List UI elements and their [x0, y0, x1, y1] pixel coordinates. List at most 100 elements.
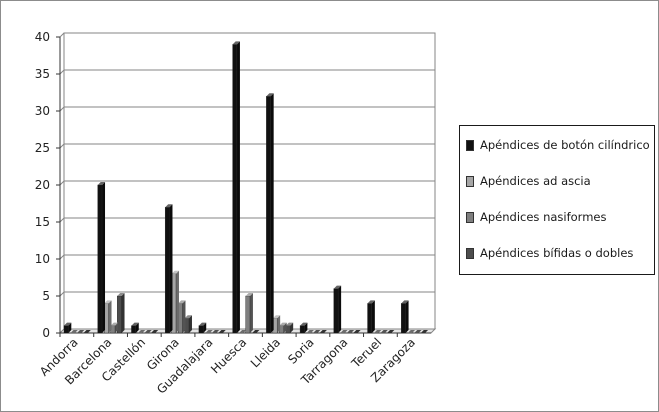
bar-flat: [374, 330, 382, 333]
legend-label: Apéndices ad ascia: [480, 174, 591, 188]
bar-flat: [340, 330, 348, 333]
bar-top: [198, 322, 207, 326]
bar-top: [285, 322, 294, 326]
bar-top: [97, 182, 106, 185]
bar-top: [110, 322, 119, 326]
y-tick-label: 40: [35, 30, 50, 44]
bar-top: [300, 322, 308, 326]
bar-side: [283, 322, 287, 333]
bar: [299, 325, 305, 334]
legend-swatch: [466, 247, 474, 259]
bar-top: [104, 300, 112, 304]
bar: [198, 325, 204, 334]
y-tick-label: 0: [42, 326, 50, 340]
bar: [401, 303, 406, 334]
bar-flat: [407, 330, 416, 333]
bar: [232, 44, 238, 334]
x-tick-label: Lleida: [248, 335, 283, 370]
bar-top: [171, 270, 179, 274]
bar-side: [188, 315, 192, 333]
bar-flat: [218, 330, 226, 333]
legend-item-bifidas-dobles: Apéndices bífidas o dobles: [466, 246, 633, 260]
x-tick-label: Soria: [285, 335, 317, 367]
legend: Apéndices de botón cilíndrico Apéndices …: [459, 125, 655, 275]
legend-item-ad-ascia: Apéndices ad ascia: [466, 174, 591, 188]
gridline-side: [59, 32, 65, 38]
bar-side: [175, 270, 179, 333]
bar-top: [178, 300, 186, 304]
legend-swatch: [466, 139, 474, 151]
bar: [131, 325, 136, 334]
bar-side: [371, 300, 375, 333]
bar: [333, 288, 339, 334]
bar-flat: [353, 330, 361, 333]
y-tick-label: 30: [35, 104, 50, 118]
bar-side: [338, 285, 342, 333]
bar: [367, 303, 373, 334]
legend-swatch: [466, 211, 474, 223]
bar-top: [367, 300, 375, 304]
gridline-side: [59, 180, 65, 186]
bar-top: [184, 315, 192, 319]
y-tick-label: 35: [35, 67, 50, 81]
bar: [266, 95, 271, 334]
bar-flat: [144, 330, 152, 333]
legend-label: Apéndices bífidas o dobles: [480, 246, 634, 260]
bar: [63, 325, 69, 334]
bar-side: [249, 293, 253, 333]
bar-flat: [387, 330, 395, 333]
bar-flat: [346, 330, 355, 333]
bar-side: [270, 93, 274, 333]
gridline-side: [59, 143, 65, 149]
bar-top: [279, 322, 287, 326]
bar-side: [68, 322, 72, 333]
y-tick-label: 15: [35, 215, 50, 229]
x-tick-label: Huesca: [208, 335, 249, 376]
bar-side: [102, 182, 106, 333]
bar-top: [245, 293, 253, 296]
bar-top: [272, 315, 281, 319]
bar-top: [232, 41, 240, 45]
bar-side: [121, 293, 125, 333]
bar-side: [290, 322, 294, 333]
gridline-side: [59, 254, 65, 260]
bar-side: [405, 300, 409, 333]
bar-flat: [150, 330, 159, 333]
bar-side: [236, 41, 240, 334]
bar-top: [401, 300, 409, 304]
legend-label: Apéndices de botón cilíndrico: [480, 138, 650, 152]
bar-side: [277, 315, 281, 333]
legend-item-nasiformes: Apéndices nasiformes: [466, 210, 606, 224]
bar-flat: [211, 330, 220, 333]
bar-side: [203, 322, 207, 333]
bar-flat: [380, 330, 388, 333]
bar-side: [182, 300, 186, 333]
bar-flat: [306, 330, 314, 333]
bar-flat: [313, 330, 321, 333]
bar-side: [108, 300, 112, 333]
bar-top: [64, 322, 72, 326]
bar-top: [131, 322, 139, 326]
bar-flat: [420, 330, 429, 333]
bar-flat: [414, 330, 422, 333]
bar-top: [165, 204, 173, 208]
gridline-side: [59, 69, 65, 75]
y-tick-label: 25: [35, 141, 50, 155]
y-tick-label: 10: [35, 252, 50, 266]
bar-side: [115, 322, 119, 333]
gridline-side: [59, 217, 65, 223]
bar-side: [135, 322, 139, 333]
gridline-side: [59, 328, 65, 334]
gridline-side: [59, 106, 65, 112]
legend-swatch: [466, 175, 474, 187]
bar-top: [333, 285, 342, 289]
bar-flat: [137, 330, 146, 333]
bar: [245, 295, 251, 334]
bar-flat: [205, 330, 213, 333]
bar-flat: [319, 330, 327, 333]
y-tick-label: 5: [42, 289, 50, 303]
bar-side: [304, 322, 308, 333]
gridline-side: [59, 291, 65, 297]
bar-flat: [239, 330, 247, 333]
